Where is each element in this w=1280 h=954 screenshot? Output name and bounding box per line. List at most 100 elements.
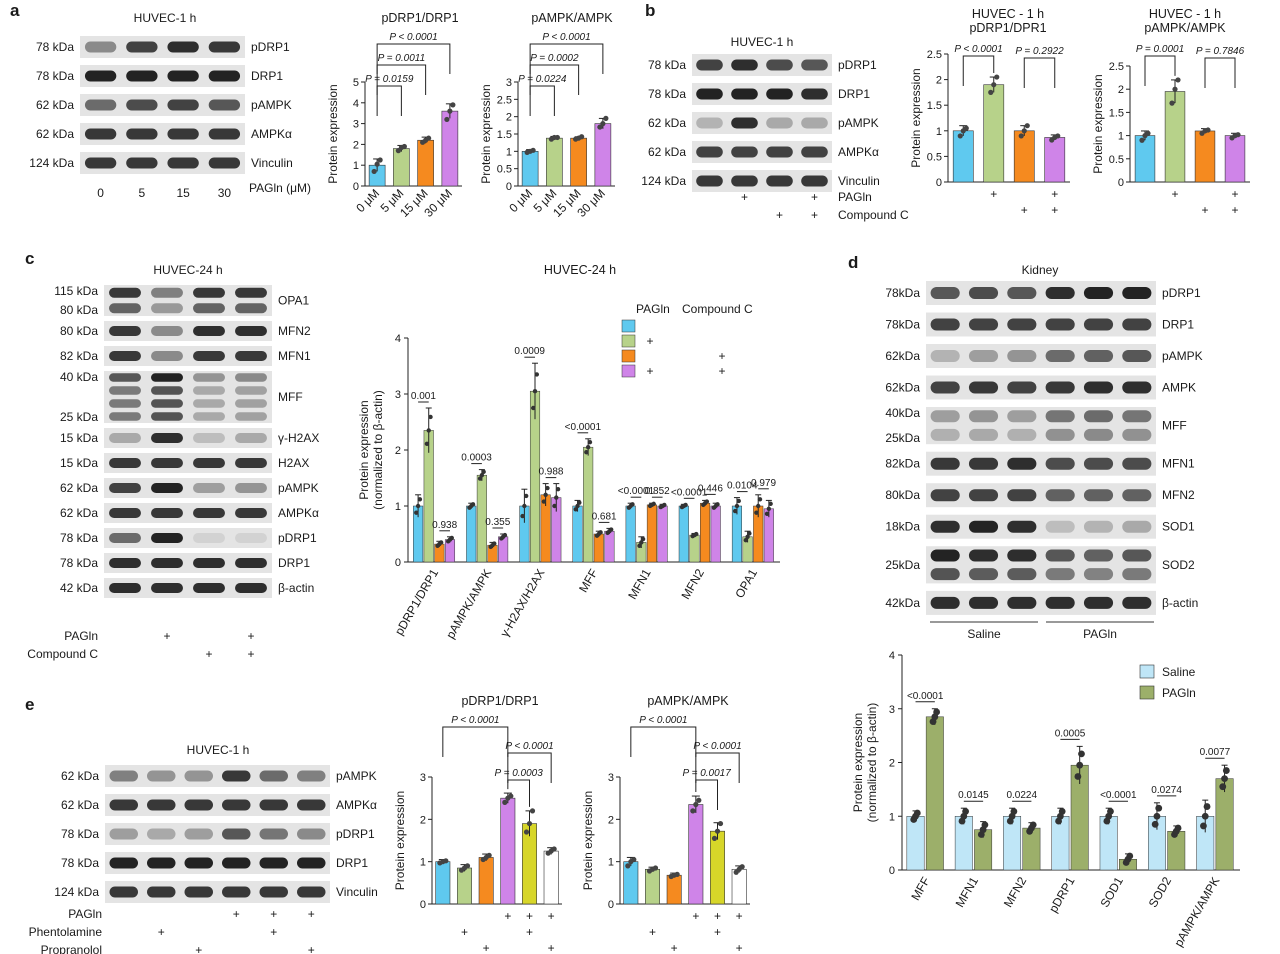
blot-band <box>930 381 960 394</box>
data-point <box>1155 804 1163 812</box>
chart-title: pDRP1/DRP1 <box>461 694 538 708</box>
blot-band <box>1122 457 1152 470</box>
blot-band <box>1007 520 1037 533</box>
data-point <box>438 540 444 545</box>
y-axis-label: (normalized to β-actin) <box>371 390 385 510</box>
blot-protein-name: AMPKα <box>251 127 292 141</box>
chart-subtitle: pAMPK/AMPK <box>1144 21 1226 35</box>
condition-sign: + <box>483 941 490 954</box>
legend-swatch <box>1139 664 1155 679</box>
blot-band <box>1045 381 1075 394</box>
blot-band <box>696 59 723 71</box>
data-point <box>532 389 538 394</box>
data-point <box>683 502 688 508</box>
blot-c: HUVEC-24 h 115 kDa 80 kDa OPA1 80 kDa MFN2 82 … <box>54 263 319 598</box>
condition-sign: + <box>1051 187 1058 201</box>
p-value: P < 0.0001 <box>505 741 553 752</box>
blot-band <box>109 828 138 840</box>
condition-sign: + <box>741 190 748 204</box>
blot-protein-name: SOD2 <box>1162 558 1195 572</box>
blot-band <box>109 583 141 593</box>
blot-strip-pAMPK: 62 kDa pAMPK <box>60 478 319 498</box>
group-label-pagln: PAGln <box>1083 627 1117 641</box>
blot-protein-name: MFN2 <box>1162 488 1195 502</box>
condition-sign: + <box>1201 203 1208 217</box>
condition-sign: + <box>270 925 277 939</box>
data-point <box>1145 130 1151 136</box>
blot-protein-name: MFN2 <box>278 324 311 338</box>
data-point <box>486 852 492 858</box>
y-tick-label: 0 <box>889 865 895 877</box>
blot-band <box>1122 596 1152 609</box>
blot-kda: 82kDa <box>885 457 920 471</box>
data-point <box>502 799 508 806</box>
blot-band <box>193 412 225 421</box>
blot-band <box>930 457 960 470</box>
data-point <box>551 846 557 852</box>
data-point <box>1205 127 1211 133</box>
dose-label: 15 <box>176 186 190 200</box>
blot-strip <box>692 54 832 76</box>
blot-band <box>1007 381 1037 394</box>
y-tick-label: 2.5 <box>497 94 512 106</box>
bar <box>583 446 594 563</box>
blot-band <box>193 351 225 361</box>
category-label: pDRP1/DRP1 <box>392 566 441 637</box>
blot-band <box>193 458 225 468</box>
blot-band <box>930 410 960 423</box>
blot-c-conditions: PAGln + + Compound C + + <box>27 629 254 661</box>
category-label: pAMPK/AMPK <box>1171 875 1222 950</box>
blot-band <box>84 128 117 140</box>
blot-band <box>801 88 828 100</box>
blot-band <box>766 117 793 129</box>
y-tick-label: 0.5 <box>497 164 512 176</box>
blot-protein-name: β-actin <box>1162 596 1198 610</box>
blot-strip-Vinculin: 124 kDa Vinculin <box>54 881 378 903</box>
data-point <box>479 473 485 478</box>
blot-band <box>126 99 158 111</box>
blot-band <box>1007 489 1037 502</box>
blot-kda: 62 kDa <box>36 127 74 141</box>
blot-band <box>193 287 225 298</box>
data-point <box>1203 803 1211 810</box>
blot-kda: 62 kDa <box>60 481 98 495</box>
blot-band <box>151 326 183 336</box>
blot-band <box>696 146 723 158</box>
data-point <box>534 372 540 377</box>
data-point <box>1078 750 1085 758</box>
data-point <box>640 536 646 542</box>
data-point <box>584 450 589 455</box>
p-value: P = 0.0003 <box>495 768 544 779</box>
blot-band <box>84 157 117 169</box>
data-point <box>523 829 530 835</box>
condition-sign: + <box>504 909 511 923</box>
p-value: P = 0.0159 <box>365 74 414 85</box>
blot-band <box>184 799 213 811</box>
data-point <box>526 820 533 827</box>
blot-strip <box>692 141 832 163</box>
blot-band <box>1083 350 1114 362</box>
y-tick-label: 1 <box>395 501 401 513</box>
condition-sign: + <box>1171 187 1178 201</box>
condition-sign: + <box>811 190 818 204</box>
blot-band <box>151 433 183 443</box>
data-point <box>541 499 547 504</box>
blot-strip <box>80 123 245 145</box>
blot-band <box>731 117 758 129</box>
data-point <box>756 503 761 509</box>
data-point <box>991 82 997 88</box>
blot-strip <box>692 83 832 105</box>
blot-kda: 124 kDa <box>641 174 686 188</box>
blot-strip <box>926 546 1156 584</box>
blot-a: HUVEC-1 h 78 kDa pDRP1 78 kDa DRP1 62 kDa pAMP… <box>29 11 293 174</box>
y-axis-label: Protein expression <box>479 84 493 183</box>
blot-kda: 78 kDa <box>36 69 74 83</box>
blot-protein-name: OPA1 <box>278 294 309 308</box>
blot-protein-name: DRP1 <box>336 856 368 870</box>
blot-band <box>109 533 141 543</box>
y-tick-label: 2 <box>353 139 359 151</box>
blot-protein-name: pDRP1 <box>251 40 290 54</box>
data-point <box>492 541 497 546</box>
chart-e2: pAMPK/AMPK 0 1 2 3 Protein expression P < 0.00… <box>581 694 750 954</box>
